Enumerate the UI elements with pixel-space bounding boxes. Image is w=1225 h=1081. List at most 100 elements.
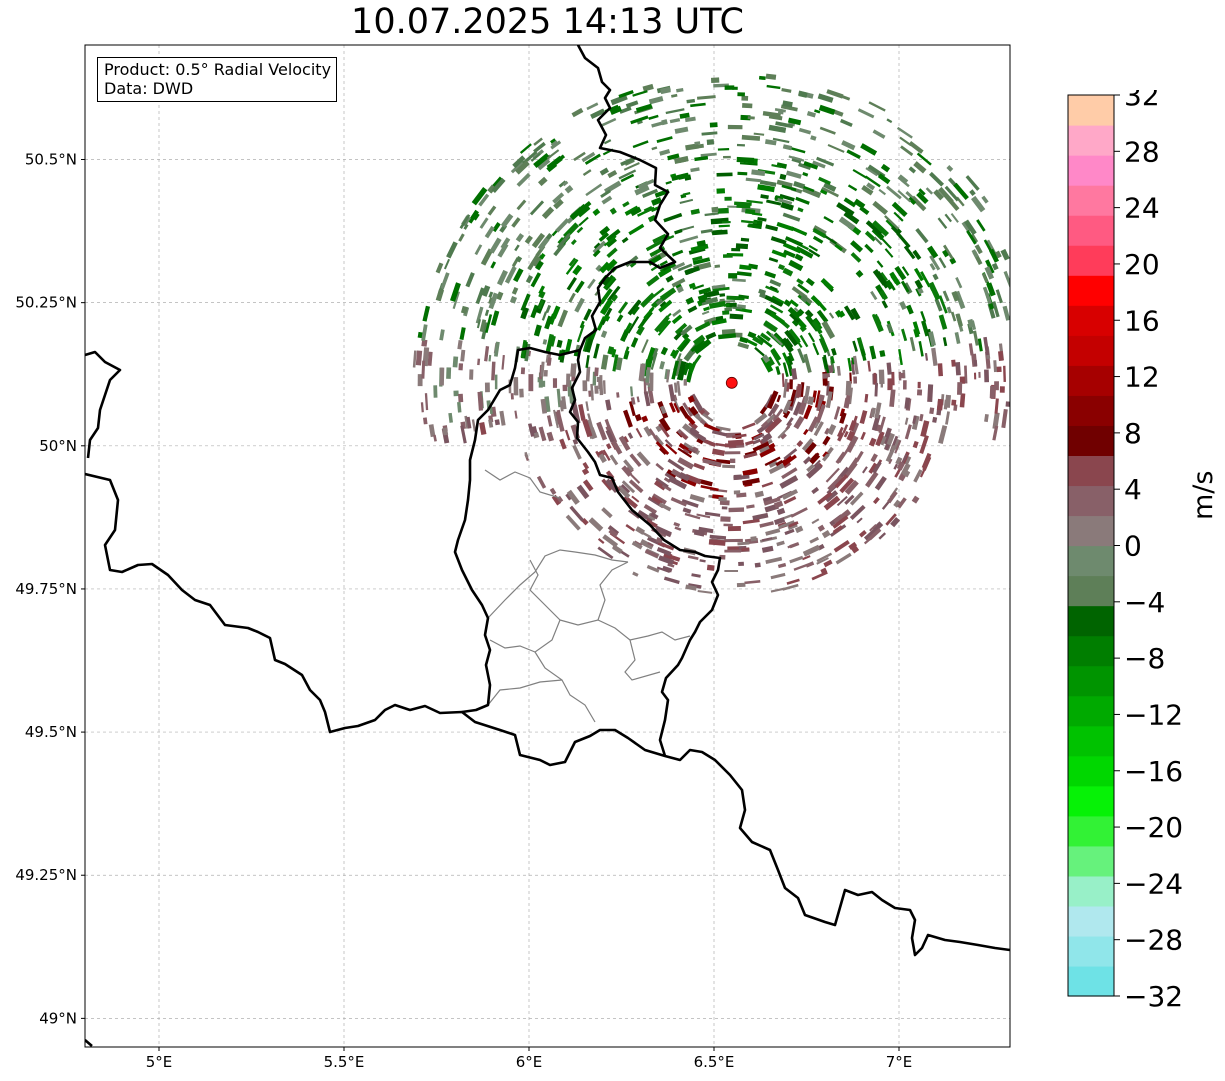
echo-cell: [582, 169, 592, 177]
echo-cell: [833, 509, 852, 526]
echo-cell: [824, 490, 839, 503]
echo-cell: [687, 583, 702, 589]
echo-cell: [902, 469, 911, 478]
echo-cell: [758, 288, 767, 295]
colorbar-band: [1068, 245, 1114, 276]
echo-cell: [415, 350, 423, 366]
echo-cell: [827, 475, 844, 492]
echo-cell: [564, 429, 571, 441]
echo-cell: [754, 490, 764, 498]
echo-cell: [916, 152, 932, 166]
echo-cell: [912, 321, 921, 335]
echo-cell: [878, 369, 885, 385]
echo-cell: [972, 330, 979, 346]
echo-cell: [496, 269, 508, 286]
echo-cell: [423, 417, 428, 425]
echo-cell: [687, 555, 699, 561]
echo-cell: [684, 266, 700, 276]
echo-cell: [492, 222, 501, 233]
echo-cell: [489, 237, 502, 254]
echo-cell: [764, 456, 781, 467]
echo-cell: [738, 294, 750, 300]
echo-cell: [651, 121, 663, 128]
echo-cell: [821, 186, 839, 198]
echo-cell: [536, 157, 551, 171]
echo-cell: [421, 324, 428, 342]
echo-cell: [607, 170, 618, 179]
echo-cell: [683, 379, 687, 386]
echo-cell: [727, 124, 743, 130]
echo-cell: [994, 381, 999, 391]
echo-cell: [661, 483, 672, 492]
echo-cell: [682, 332, 690, 340]
echo-cell: [460, 425, 467, 444]
echo-cell: [466, 416, 472, 429]
echo-cell: [634, 413, 642, 422]
echo-cell: [593, 343, 600, 359]
echo-cell: [622, 201, 630, 208]
echo-cell: [643, 391, 651, 407]
data-source-label: Data: DWD: [104, 79, 194, 98]
echo-cell: [724, 549, 742, 553]
echo-cell: [623, 459, 634, 472]
echo-cell: [782, 399, 792, 414]
echo-cell: [684, 512, 701, 520]
echo-cell: [465, 272, 475, 288]
echo-cell: [894, 467, 902, 478]
echo-cell: [610, 438, 623, 455]
echo-cell: [656, 318, 670, 333]
echo-cell: [764, 139, 777, 146]
echo-cell: [674, 228, 683, 235]
echo-cell: [826, 89, 844, 99]
echo-cell: [630, 337, 639, 348]
echo-cell: [993, 360, 998, 373]
echo-cell: [683, 448, 690, 454]
echo-cell: [818, 176, 831, 185]
echo-cell: [816, 552, 833, 563]
echo-cell: [527, 254, 540, 271]
echo-cell: [736, 156, 755, 163]
echo-cell: [664, 439, 673, 448]
echo-cell: [738, 561, 744, 567]
echo-cell: [773, 500, 784, 509]
colorbar-tick-label: 24: [1124, 192, 1160, 225]
echo-cell: [547, 357, 552, 366]
echo-cell: [991, 262, 999, 271]
echo-cell: [566, 276, 577, 291]
echo-cell: [864, 230, 877, 242]
echo-cell: [724, 85, 735, 90]
colorbar-band: [1068, 185, 1114, 216]
echo-cell: [855, 269, 864, 278]
echo-cell: [789, 312, 801, 324]
echo-cell: [630, 206, 642, 217]
echo-cell: [884, 215, 900, 230]
echo-cell: [674, 155, 689, 164]
echo-cell: [663, 212, 683, 223]
echo-cell: [651, 197, 663, 206]
echo-cell: [1036, 373, 1041, 387]
echo-cell: [715, 425, 731, 432]
echo-cell: [820, 277, 834, 291]
echo-cell: [717, 148, 730, 151]
echo-cell: [677, 263, 693, 272]
echo-cell: [599, 380, 604, 396]
echo-cell: [672, 309, 682, 317]
echo-cell: [647, 542, 654, 547]
echo-cell: [576, 205, 591, 218]
echo-cell: [700, 485, 719, 492]
echo-cell: [808, 248, 821, 258]
echo-cell: [612, 544, 623, 554]
map-title: 10.07.2025 14:13 UTC: [351, 2, 744, 42]
echo-cell: [481, 285, 491, 297]
echo-cell: [920, 310, 927, 323]
echo-cell: [736, 582, 746, 588]
echo-cell: [533, 137, 543, 146]
echo-cell: [722, 254, 733, 258]
echo-cell: [944, 213, 953, 223]
echo-cell: [490, 261, 497, 269]
echo-cell: [693, 354, 702, 365]
colorbar-band: [1068, 845, 1114, 877]
colorbar-band: [1068, 815, 1114, 847]
echo-cell: [598, 453, 607, 464]
echo-cell: [737, 92, 745, 97]
